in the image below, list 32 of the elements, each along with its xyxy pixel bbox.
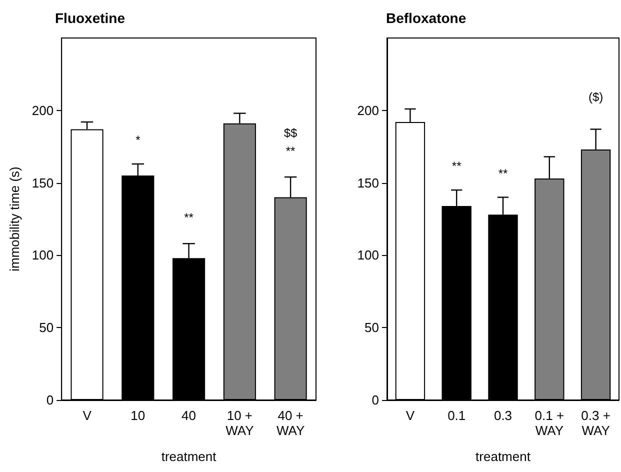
y-tick-label: 0 bbox=[46, 392, 54, 408]
annotation: * bbox=[136, 132, 141, 147]
annotation: ($) bbox=[588, 90, 604, 104]
x-tick-label: 0.1 bbox=[448, 408, 466, 423]
chart-title: Fluoxetine bbox=[55, 10, 126, 26]
x-tick-label: 0.3 bbox=[494, 408, 512, 423]
y-tick-label: 50 bbox=[364, 320, 379, 336]
annotation: $$ bbox=[284, 126, 298, 140]
x-tick-label: 0.3 + WAY bbox=[581, 408, 610, 438]
x-tick-label: 10 + WAY bbox=[226, 408, 254, 438]
x-tick-label: 10 bbox=[130, 408, 146, 423]
annotation: ** bbox=[286, 144, 296, 158]
annotation: ** bbox=[184, 210, 194, 225]
y-axis-title: immobility time (s) bbox=[7, 166, 22, 272]
y-tick-label: 150 bbox=[32, 175, 54, 190]
x-tick-label: 0.1 + WAY bbox=[534, 408, 564, 438]
y-tick-label: 50 bbox=[39, 320, 54, 336]
y-tick-label: 100 bbox=[357, 248, 379, 263]
y-tick-label: 200 bbox=[32, 102, 54, 118]
x-tick-label: 40 bbox=[182, 408, 196, 423]
y-tick-label: 100 bbox=[32, 248, 54, 263]
chart-title: Befloxatone bbox=[386, 10, 466, 26]
x-axis-title: treatment bbox=[476, 449, 531, 464]
x-tick-label: V bbox=[82, 408, 92, 423]
y-tick-label: 0 bbox=[372, 392, 379, 408]
x-tick-label: V bbox=[406, 408, 415, 423]
y-tick-label: 150 bbox=[357, 175, 379, 190]
annotation: ** bbox=[452, 159, 462, 174]
y-tick-label: 200 bbox=[357, 102, 379, 118]
x-axis-title: treatment bbox=[161, 449, 217, 464]
x-tick-label: 40 + WAY bbox=[276, 408, 305, 438]
annotation: ** bbox=[498, 166, 508, 180]
